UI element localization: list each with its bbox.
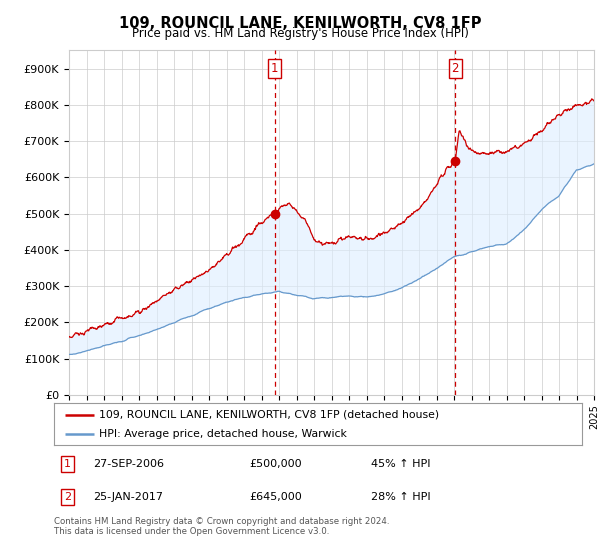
Text: 1: 1: [271, 62, 278, 75]
Text: 109, ROUNCIL LANE, KENILWORTH, CV8 1FP: 109, ROUNCIL LANE, KENILWORTH, CV8 1FP: [119, 16, 481, 31]
Text: Contains HM Land Registry data © Crown copyright and database right 2024.
This d: Contains HM Land Registry data © Crown c…: [54, 517, 389, 536]
Text: 25-JAN-2017: 25-JAN-2017: [94, 492, 164, 502]
Text: 45% ↑ HPI: 45% ↑ HPI: [371, 459, 430, 469]
Text: 109, ROUNCIL LANE, KENILWORTH, CV8 1FP (detached house): 109, ROUNCIL LANE, KENILWORTH, CV8 1FP (…: [99, 409, 439, 419]
Text: 1: 1: [64, 459, 71, 469]
Text: 2: 2: [64, 492, 71, 502]
Text: Price paid vs. HM Land Registry's House Price Index (HPI): Price paid vs. HM Land Registry's House …: [131, 27, 469, 40]
Text: 28% ↑ HPI: 28% ↑ HPI: [371, 492, 430, 502]
Text: 27-SEP-2006: 27-SEP-2006: [94, 459, 164, 469]
Text: 2: 2: [451, 62, 459, 75]
Text: HPI: Average price, detached house, Warwick: HPI: Average price, detached house, Warw…: [99, 429, 347, 439]
Text: £645,000: £645,000: [250, 492, 302, 502]
Text: £500,000: £500,000: [250, 459, 302, 469]
